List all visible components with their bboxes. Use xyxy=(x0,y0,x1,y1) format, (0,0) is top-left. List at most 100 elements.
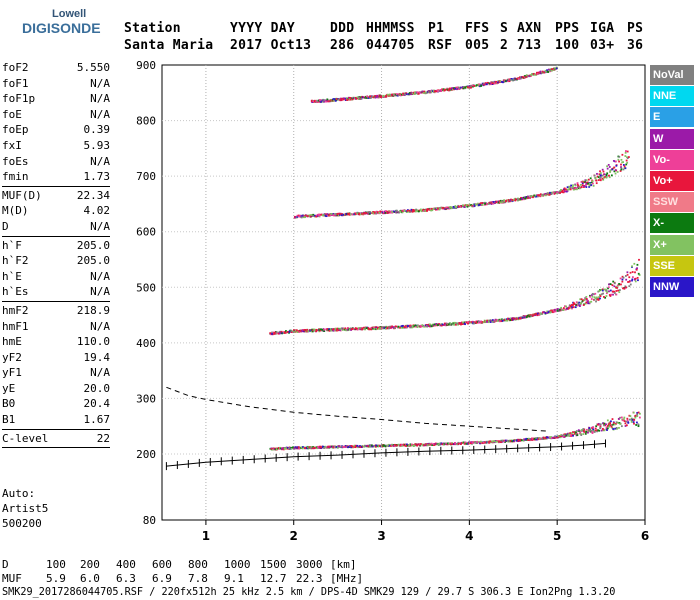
echo-dot xyxy=(547,68,550,71)
echo-dot xyxy=(545,437,548,440)
param-row: h`E N/A xyxy=(2,269,110,285)
echo-dot xyxy=(433,444,435,446)
echo-dot xyxy=(558,190,561,193)
echo-dot xyxy=(512,198,515,201)
echo-dot xyxy=(497,81,500,84)
echo-dot xyxy=(528,196,531,199)
echo-dot xyxy=(525,75,528,78)
echo-dot xyxy=(611,418,614,420)
echo-dot xyxy=(375,212,378,215)
echo-dot xyxy=(619,277,622,280)
echo-dot xyxy=(468,205,471,208)
echo-dot xyxy=(567,434,569,437)
echo-dot xyxy=(378,445,381,447)
echo-dot xyxy=(469,442,472,445)
echo-dot xyxy=(626,150,629,153)
echo-dot xyxy=(589,294,591,297)
echo-dot xyxy=(592,184,595,187)
param-row: C-level 22 xyxy=(2,431,110,447)
echo-dot xyxy=(636,415,639,418)
echo-dot xyxy=(568,185,571,188)
echo-dot xyxy=(568,433,570,436)
echo-dot xyxy=(330,214,332,217)
echo-dot xyxy=(599,426,602,429)
echo-dot xyxy=(536,73,539,75)
echo-dot xyxy=(305,330,308,333)
echo-dot xyxy=(486,319,489,322)
echo-dot xyxy=(500,441,502,444)
echo-dot xyxy=(555,67,558,70)
header-row1-cell: DDD xyxy=(330,21,355,36)
echo-dot xyxy=(462,321,464,324)
echo-dot xyxy=(323,214,326,217)
echo-dot xyxy=(492,202,495,205)
param-label: h`Es xyxy=(2,285,29,299)
echo-dot xyxy=(472,321,475,324)
echo-dot xyxy=(596,423,599,426)
echo-dot xyxy=(549,69,552,72)
echo-dot xyxy=(615,164,618,167)
header-row1-cell: YYYY DAY xyxy=(230,21,296,36)
echo-dot xyxy=(364,445,367,447)
echo-dot xyxy=(595,182,598,185)
echo-dot xyxy=(613,292,616,294)
echo-dot xyxy=(323,330,326,332)
echo-dot xyxy=(560,306,563,309)
header-row1-cell: FFS xyxy=(465,21,490,36)
echo-dot xyxy=(550,69,553,72)
echo-dot xyxy=(321,328,324,331)
echo-dot xyxy=(620,425,623,428)
echo-dot xyxy=(404,443,406,446)
echo-dot xyxy=(522,439,525,442)
echo-dot xyxy=(484,320,487,322)
echo-dot xyxy=(443,442,446,445)
echo-dot xyxy=(290,446,293,449)
echo-dot xyxy=(637,279,639,282)
echo-dot xyxy=(454,205,457,207)
echo-dot xyxy=(532,314,535,317)
echo-dot xyxy=(309,215,312,218)
echo-dot xyxy=(588,186,591,188)
echo-dot xyxy=(405,326,408,329)
echo-dot xyxy=(425,91,428,94)
echo-dot xyxy=(590,429,593,432)
echo-dot xyxy=(574,306,577,309)
param-value: N/A xyxy=(90,269,110,283)
echo-dot xyxy=(382,211,385,214)
echo-dot xyxy=(611,284,614,287)
echo-dot xyxy=(560,434,563,436)
echo-dot xyxy=(416,325,419,327)
polarization-legend: NoVal NNE E W Vo- Vo+ SSW X- X+ SSE NNW xyxy=(650,65,694,298)
echo-dot xyxy=(315,330,318,333)
echo-dot xyxy=(552,436,555,439)
echo-dot xyxy=(419,209,422,212)
echo-dot xyxy=(293,329,295,332)
echo-dot xyxy=(552,311,554,314)
echo-dot xyxy=(631,276,634,279)
echo-dot xyxy=(541,194,544,197)
echo-dot xyxy=(296,446,299,449)
echo-dot xyxy=(379,326,382,329)
echo-dot xyxy=(416,444,419,447)
echo-dot xyxy=(565,305,568,308)
echo-dot xyxy=(408,92,410,95)
echo-dot xyxy=(475,84,478,87)
echo-dot xyxy=(539,70,542,73)
echo-dot xyxy=(544,194,547,197)
echo-dot xyxy=(375,327,378,330)
echo-dot xyxy=(636,263,639,266)
echo-dot xyxy=(571,306,574,309)
echo-dot xyxy=(631,271,634,273)
echo-dot xyxy=(362,212,365,215)
echo-dot xyxy=(574,433,577,435)
echo-dot xyxy=(535,195,538,198)
echo-dot xyxy=(391,325,394,328)
echo-dot xyxy=(521,198,524,200)
echo-dot xyxy=(330,99,333,102)
echo-dot xyxy=(355,444,357,447)
echo-dot xyxy=(614,172,617,175)
echo-dot xyxy=(481,204,484,206)
echo-dot xyxy=(440,442,443,445)
echo-dot xyxy=(369,95,372,98)
echo-dot xyxy=(365,444,368,447)
